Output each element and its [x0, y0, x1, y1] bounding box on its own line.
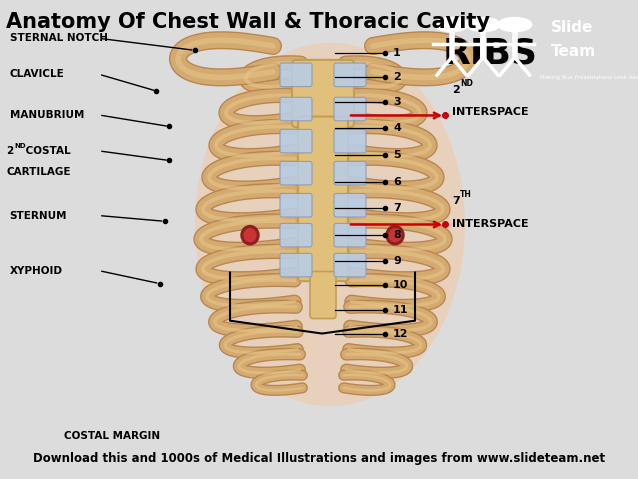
Text: CLAVICLE: CLAVICLE — [10, 69, 64, 79]
Text: ND: ND — [15, 143, 26, 148]
Text: 1: 1 — [393, 48, 401, 58]
Circle shape — [386, 226, 404, 245]
FancyBboxPatch shape — [334, 63, 366, 87]
Text: 7: 7 — [393, 204, 401, 214]
Text: Making Your Presentations Look Awesome: Making Your Presentations Look Awesome — [540, 75, 638, 80]
Text: 4: 4 — [393, 123, 401, 133]
FancyBboxPatch shape — [280, 129, 312, 153]
Text: 7: 7 — [452, 196, 460, 206]
Ellipse shape — [195, 43, 465, 406]
FancyBboxPatch shape — [280, 97, 312, 121]
Text: 6: 6 — [393, 177, 401, 187]
FancyBboxPatch shape — [310, 272, 336, 319]
Text: Download this and 1000s of Medical Illustrations and images from www.slideteam.n: Download this and 1000s of Medical Illus… — [33, 452, 605, 465]
Text: RIBS: RIBS — [443, 36, 537, 70]
Text: INTERSPACE: INTERSPACE — [452, 107, 529, 117]
Text: 3: 3 — [393, 97, 401, 106]
Text: 10: 10 — [393, 280, 408, 290]
Text: 2: 2 — [6, 146, 13, 156]
FancyBboxPatch shape — [280, 63, 312, 87]
FancyBboxPatch shape — [334, 161, 366, 185]
Circle shape — [244, 229, 256, 241]
Text: STERNAL NOTCH: STERNAL NOTCH — [10, 34, 108, 43]
Text: 9: 9 — [393, 256, 401, 266]
Text: COSTAL MARGIN: COSTAL MARGIN — [64, 431, 160, 441]
Text: INTERSPACE: INTERSPACE — [452, 219, 529, 229]
Text: CARTILAGE: CARTILAGE — [6, 168, 71, 177]
Circle shape — [498, 17, 531, 32]
Text: 5: 5 — [393, 150, 401, 160]
Circle shape — [241, 226, 259, 245]
Text: 2: 2 — [452, 85, 460, 95]
Text: Slide: Slide — [551, 20, 593, 34]
Text: TH: TH — [460, 190, 472, 199]
FancyBboxPatch shape — [280, 161, 312, 185]
Text: Anatomy Of Chest Wall & Thoracic Cavity: Anatomy Of Chest Wall & Thoracic Cavity — [6, 12, 491, 32]
Text: 8: 8 — [393, 230, 401, 240]
FancyBboxPatch shape — [280, 194, 312, 217]
FancyBboxPatch shape — [298, 116, 348, 281]
Text: 12: 12 — [393, 329, 408, 339]
Text: STERNUM: STERNUM — [10, 211, 67, 220]
FancyBboxPatch shape — [334, 253, 366, 277]
Text: 11: 11 — [393, 305, 408, 315]
FancyBboxPatch shape — [280, 253, 312, 277]
FancyBboxPatch shape — [334, 129, 366, 153]
Text: MANUBRIUM: MANUBRIUM — [10, 110, 84, 120]
Circle shape — [389, 229, 401, 241]
FancyBboxPatch shape — [292, 60, 354, 127]
Circle shape — [466, 17, 500, 32]
Text: ND: ND — [460, 79, 473, 88]
Text: Team: Team — [551, 44, 596, 58]
FancyBboxPatch shape — [280, 223, 312, 247]
Text: XYPHOID: XYPHOID — [10, 266, 63, 275]
FancyBboxPatch shape — [334, 97, 366, 121]
FancyBboxPatch shape — [334, 223, 366, 247]
FancyBboxPatch shape — [334, 194, 366, 217]
Circle shape — [435, 17, 468, 32]
Text: 2: 2 — [393, 72, 401, 82]
Text: COSTAL: COSTAL — [22, 146, 71, 156]
